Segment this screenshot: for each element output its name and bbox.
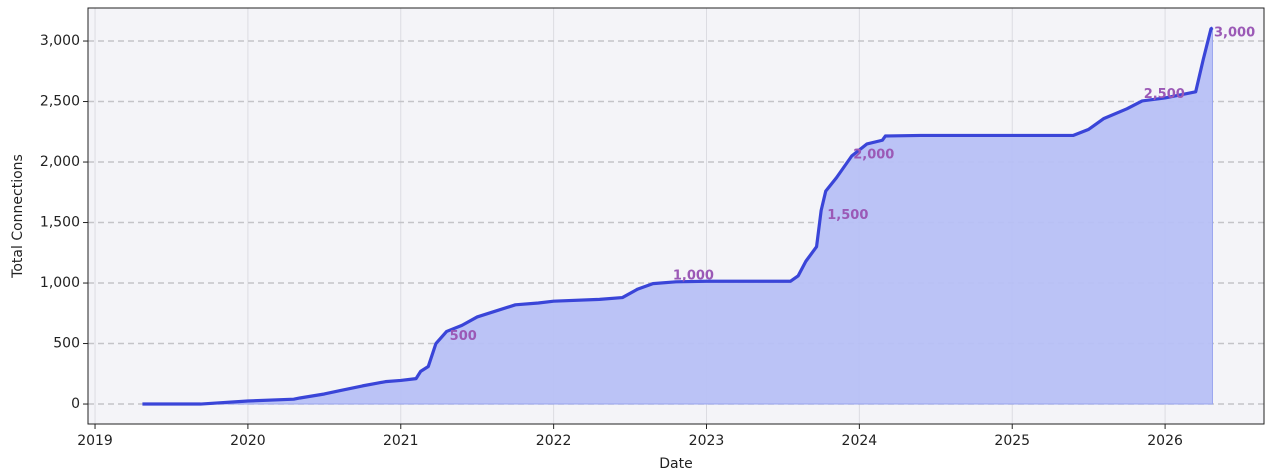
- y-tick-label: 500: [53, 336, 80, 352]
- milestone-label: 2,000: [853, 147, 894, 162]
- x-tick-label: 2022: [536, 433, 572, 449]
- milestone-label: 1,000: [673, 268, 714, 283]
- y-tick-label: 2,000: [40, 154, 80, 170]
- x-axis-label: Date: [659, 456, 692, 472]
- milestone-label: 3,000: [1214, 26, 1255, 41]
- y-axis-label: Total Connections: [10, 154, 26, 279]
- y-tick-label: 3,000: [40, 33, 80, 49]
- y-tick-label: 1,000: [40, 275, 80, 291]
- y-tick-label: 0: [71, 396, 80, 412]
- milestone-label: 500: [450, 329, 477, 344]
- y-tick-label: 1,500: [40, 215, 80, 231]
- line: [142, 26, 1214, 406]
- plot-frame: [87, 7, 1265, 425]
- y-tick-label: 2,500: [40, 94, 80, 110]
- x-tick-label: 2026: [1147, 433, 1183, 449]
- x-tick-label: 2023: [689, 433, 725, 449]
- x-tick-label: 2024: [842, 433, 878, 449]
- x-tick-label: 2019: [77, 433, 113, 449]
- x-tick-label: 2025: [994, 433, 1030, 449]
- milestone-label: 1,500: [827, 208, 868, 223]
- x-tick-label: 2020: [230, 433, 266, 449]
- x-tick-label: 2021: [383, 433, 419, 449]
- milestone-label: 2,500: [1144, 87, 1185, 102]
